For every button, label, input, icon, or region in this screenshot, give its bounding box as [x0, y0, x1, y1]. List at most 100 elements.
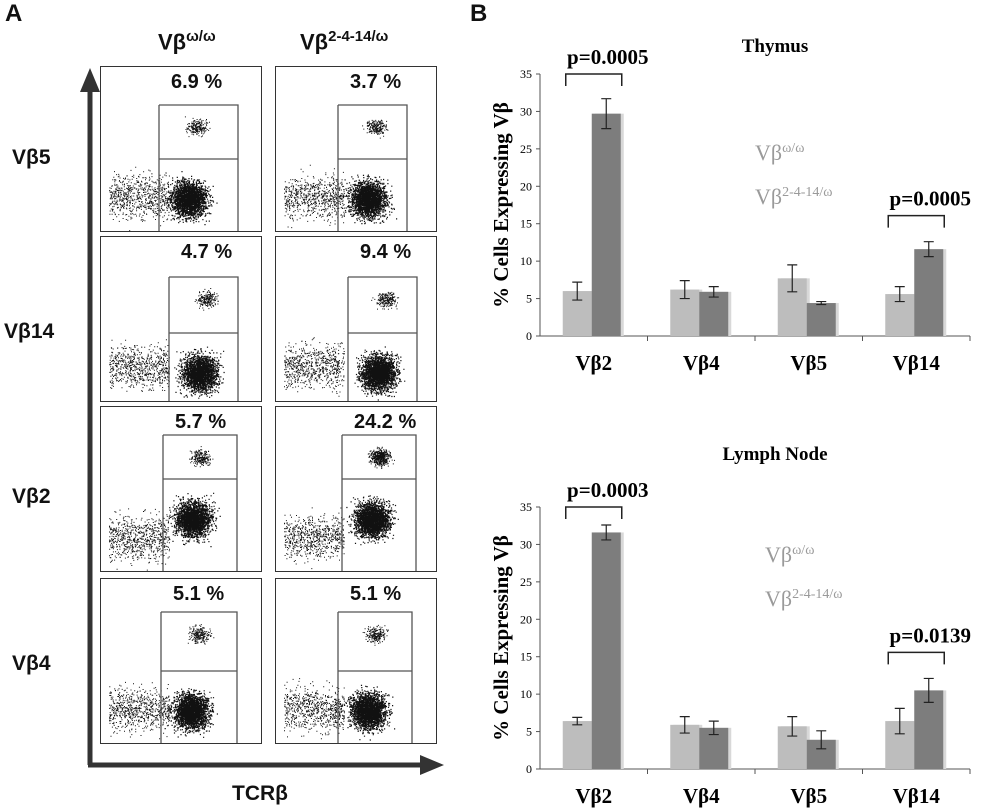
error-bar [601, 524, 612, 541]
facs-gate-percent: 5.7 % [175, 411, 227, 433]
y-axis-label: % Cells Expressing Vβ [489, 535, 513, 741]
significance-bracket [887, 214, 945, 228]
y-tick-label: 25 [520, 575, 532, 589]
facs-events [109, 116, 218, 232]
row-label-vb5: Vβ5 [12, 146, 51, 169]
bar-mutant [806, 303, 836, 336]
x-tick-label: Vβ4 [683, 351, 720, 375]
facs-gate [158, 104, 239, 231]
error-bar [708, 285, 719, 298]
facs-plot-vb14-wt: 4.7 % [100, 236, 262, 402]
error-bar [816, 300, 827, 306]
facs-events [109, 446, 221, 571]
legend-entry: Vβω/ω [765, 542, 814, 567]
facs-gate [337, 104, 408, 231]
error-bar [708, 720, 719, 736]
y-tick-label: 0 [526, 762, 532, 776]
error-bar [679, 280, 690, 300]
x-tick-label: Vβ5 [790, 351, 827, 375]
error-bar [787, 264, 798, 293]
facs-gate [347, 276, 418, 401]
error-bar [923, 241, 934, 258]
facs-plot-vb5-wt: 6.9 % [100, 66, 262, 232]
y-tick-label: 10 [520, 687, 532, 701]
legend-entry-sup: 2-4-14/ω [792, 587, 842, 602]
x-tick-label: Vβ5 [790, 784, 827, 808]
y-tick-label: 30 [520, 537, 532, 551]
facs-plot-vb2-mutant: 24.2 % [275, 406, 437, 572]
bar-wt [562, 721, 592, 769]
bar-mutant [914, 690, 944, 769]
bar-mutant [914, 249, 944, 336]
row-label-vb14: Vβ14 [4, 320, 55, 343]
facs-gate-percent: 3.7 % [350, 71, 402, 93]
chart-lymph-node: Lymph Node % Cells Expressing Vβ 0 5 10 15 20 2… [489, 444, 971, 808]
column-title-mutant-sup: 2-4-14/ω [328, 28, 389, 45]
facs-gate [337, 611, 413, 743]
panel-a-letter: A [5, 0, 23, 27]
y-tick-label: 5 [526, 725, 532, 739]
facs-plot-vb14-mutant: 9.4 % [275, 236, 437, 402]
facs-events [109, 288, 225, 399]
chart-thymus: Thymus % Cells Expressing Vβ 0 5 10 15 20 25 30 3… [489, 36, 971, 375]
x-tick-label: Vβ14 [893, 351, 941, 375]
facs-gate [341, 434, 417, 571]
panel-b-letter: B [470, 0, 488, 27]
facs-events [284, 119, 398, 229]
facs-events [284, 446, 399, 570]
error-bar [894, 285, 905, 303]
bar-mutant [591, 113, 621, 336]
column-title-wt-sup: ω/ω [186, 28, 216, 45]
x-tick-label: Vβ2 [575, 784, 612, 808]
facs-events [284, 624, 396, 741]
facs-gate [160, 611, 238, 743]
facs-gate-percent: 4.7 % [181, 241, 233, 263]
facs-x-axis-title: TCRβ [232, 782, 288, 805]
legend-entry-sup: ω/ω [792, 543, 814, 558]
legend-entry-sup: 2-4-14/ω [782, 185, 832, 200]
facs-gate [162, 434, 238, 571]
significance-bracket [565, 73, 623, 86]
facs-plot-vb4-wt: 5.1 % [100, 578, 262, 744]
legend-entry-base: Vβ [755, 140, 782, 165]
legend-entry: Vβω/ω [755, 140, 804, 165]
significance-bracket [887, 651, 945, 665]
y-tick-label: 0 [526, 329, 532, 343]
y-tick-label: 30 [520, 104, 532, 118]
row-label-vb4: Vβ4 [12, 652, 51, 675]
bar-mutant [591, 532, 621, 769]
error-bar [787, 716, 798, 737]
error-bar [816, 730, 827, 750]
y-tick-label: 5 [526, 292, 532, 306]
error-bar [923, 677, 934, 703]
p-value-label: p=0.0005 [890, 187, 971, 211]
x-tick-label: Vβ4 [683, 784, 720, 808]
column-title-mutant-base: Vβ [300, 29, 329, 55]
y-tick-label: 15 [520, 217, 532, 231]
y-tick-label: 15 [520, 650, 532, 664]
p-value-label: p=0.0139 [890, 623, 971, 647]
facs-plot-vb4-mutant: 5.1 % [275, 578, 437, 744]
error-bar [894, 707, 905, 735]
significance-bracket [565, 506, 623, 519]
column-title-wt-base: Vβ [158, 29, 187, 55]
y-tick-label: 20 [520, 179, 532, 193]
legend-entry-base: Vβ [765, 542, 792, 567]
facs-y-axis-arrowhead [80, 68, 100, 92]
error-bar [572, 716, 583, 726]
facs-axes [80, 68, 444, 775]
chart-title: Thymus [742, 36, 809, 57]
y-tick-label: 35 [520, 67, 532, 81]
legend-entry: Vβ2-4-14/ω [755, 184, 833, 209]
x-tick-label: Vβ2 [575, 351, 612, 375]
y-tick-label: 35 [520, 500, 532, 514]
y-tick-label: 10 [520, 254, 532, 268]
facs-gate-percent: 9.4 % [360, 241, 412, 263]
column-title-wt: Vβω/ω [158, 28, 216, 55]
chart-title: Lymph Node [722, 444, 827, 465]
facs-plot-vb5-mutant: 3.7 % [275, 66, 437, 232]
bar-mutant [699, 291, 729, 336]
legend-entry-sup: ω/ω [782, 141, 804, 156]
y-tick-label: 25 [520, 142, 532, 156]
y-tick-label: 20 [520, 612, 532, 626]
